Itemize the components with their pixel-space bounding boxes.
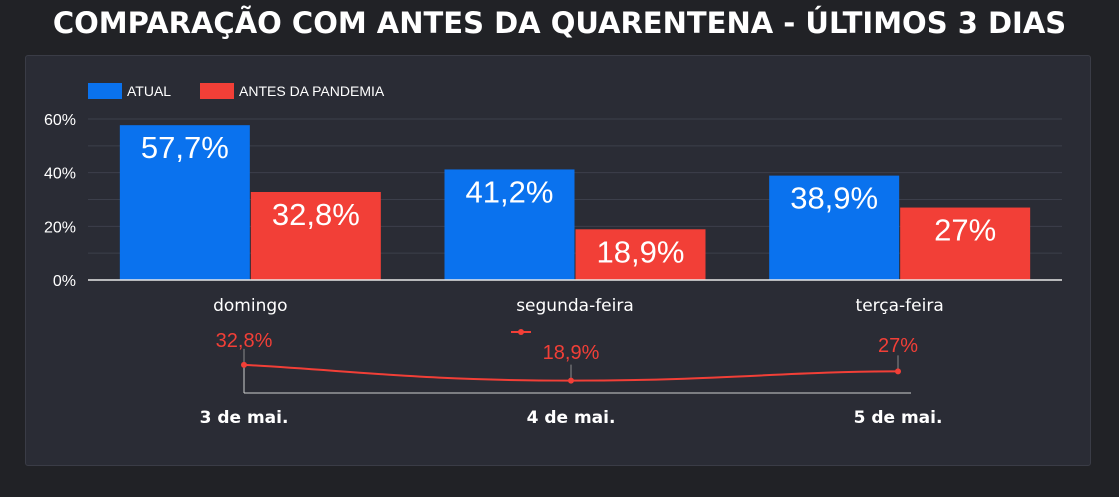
line-legend-dot [518,329,524,335]
bar-antes [575,229,706,280]
line-x-label: 4 de mai. [527,408,616,428]
legend-label-antes: ANTES DA PANDEMIA [239,83,385,99]
bar-atual [769,175,900,280]
x-category-label: segunda-feira [516,296,634,316]
bar-antes [900,207,1031,280]
x-category-label: domingo [213,296,287,316]
y-tick-label: 40% [44,166,76,183]
bar-data-label: 27% [934,213,996,248]
y-tick-label: 0% [53,273,76,290]
y-tick-label: 60% [44,112,76,129]
y-tick-label: 20% [44,219,76,236]
bar-atual [119,125,250,281]
bar-antes [250,191,381,280]
line-data-label: 18,9% [543,342,600,364]
line-data-label: 27% [878,335,918,357]
line-point [895,368,901,375]
bar-data-label: 32,8% [272,197,360,232]
bar-atual [444,169,575,280]
line-x-label: 5 de mai. [854,408,943,428]
page-title: COMPARAÇÃO COM ANTES DA QUARENTENA - ÚLT… [52,6,1067,40]
legend-label-atual: ATUAL [127,83,172,99]
line-point [241,361,247,368]
line-data-label: 32,8% [216,330,273,352]
x-category-label: terça-feira [856,296,944,316]
line-x-label: 3 de mai. [200,408,289,428]
line-point [568,377,574,384]
bar-data-label: 18,9% [597,234,685,269]
legend-swatch-antes [200,83,234,99]
bar-data-label: 57,7% [141,130,229,165]
bar-data-label: 41,2% [466,174,554,209]
bar-data-label: 38,9% [790,181,878,216]
legend-swatch-atual [88,83,122,99]
